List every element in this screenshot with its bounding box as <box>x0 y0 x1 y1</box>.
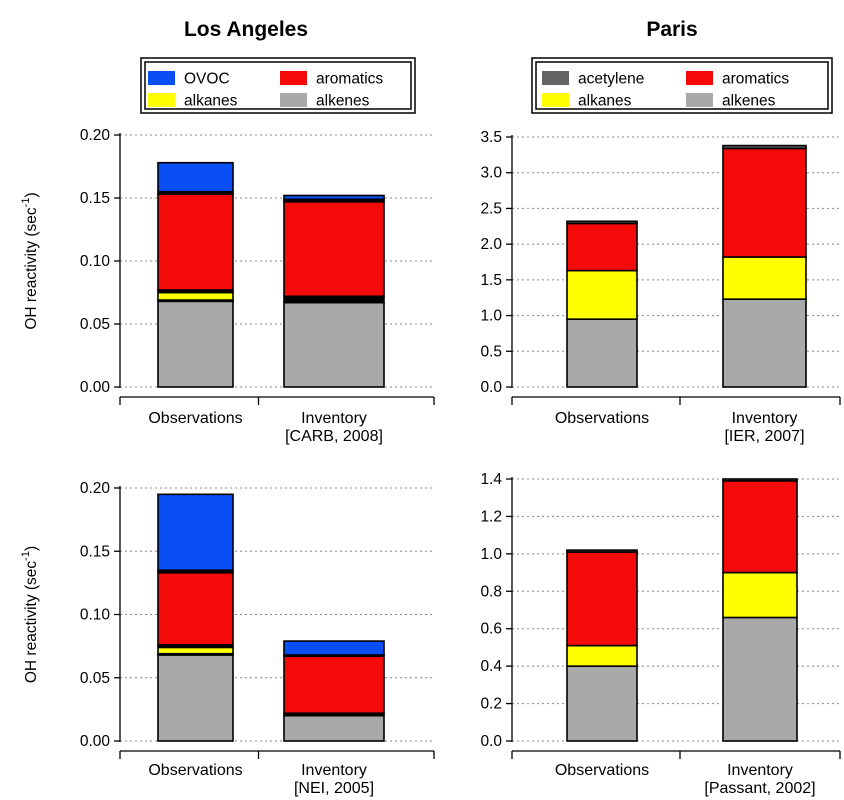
bar-segment-aromatics <box>566 551 638 647</box>
y-tick-label: 1.0 <box>480 308 502 325</box>
y-tick-label: 0.6 <box>480 621 502 638</box>
x-category-label: [CARB, 2008] <box>285 428 383 445</box>
legend-swatch-OVOC <box>148 71 175 85</box>
x-category-label: Inventory <box>732 410 798 427</box>
legend-swatch-alkenes <box>686 93 713 107</box>
bar-segment-alkenes <box>157 300 234 388</box>
bar-segment-alkenes <box>157 654 234 742</box>
y-tick-label: 0.0 <box>480 379 502 396</box>
x-category-label: Observations <box>148 410 242 427</box>
bar-segment-alkenes <box>566 318 638 388</box>
y-tick-label: 0.20 <box>80 480 111 497</box>
legend-swatch-alkanes <box>542 93 569 107</box>
bar-segment-alkenes <box>283 714 385 742</box>
y-tick-label: 0.4 <box>480 658 502 675</box>
bar-segment-alkenes <box>283 301 385 388</box>
bar-segment-alkenes <box>722 298 807 388</box>
y-tick-label: 2.5 <box>480 200 502 217</box>
y-tick-label: 0.0 <box>480 733 502 750</box>
column-title-paris: Paris <box>646 18 697 41</box>
y-tick-label: 0.00 <box>80 379 111 396</box>
y-tick-label: 3.5 <box>480 129 502 146</box>
bar-segment-alkenes <box>566 665 638 742</box>
bar-segment-aromatics <box>157 571 234 646</box>
x-category-label: Observations <box>555 410 649 427</box>
legend-label-alkanes: alkanes <box>184 93 238 110</box>
y-tick-label: 0.8 <box>480 583 502 600</box>
bar-segment-acetylene <box>566 220 638 225</box>
y-tick-label: 0.5 <box>480 343 502 360</box>
y-axis-label: OH reactivity (sec-1) <box>20 192 40 329</box>
x-category-label: Inventory <box>301 762 367 779</box>
bar-segment-OVOC <box>157 161 234 193</box>
y-tick-label: 1.0 <box>480 546 502 563</box>
chart-panel-2: 0.0 0.5 1.0 1.5 2.0 2.5 3.0 3.5 Observations Inve… <box>480 57 841 445</box>
legend: acetylene aromatics alkanes alkenes <box>531 57 833 114</box>
x-category-label: Observations <box>555 762 649 779</box>
y-tick-label: 0.05 <box>80 316 110 333</box>
bar-segment-aromatics <box>283 200 385 298</box>
x-category-label: Inventory <box>301 410 367 427</box>
chart-panel-3: 0.00 0.05 0.10 0.15 0.20 OH reactivity (sec-1… <box>20 480 435 797</box>
bar-segment-alkanes <box>566 269 638 320</box>
y-tick-label: 0.15 <box>80 190 110 207</box>
y-tick-label: 0.15 <box>80 543 110 560</box>
x-category-label: Observations <box>148 762 242 779</box>
y-axis-label: OH reactivity (sec-1) <box>20 546 40 683</box>
legend-frame-inner <box>144 61 412 110</box>
bar-segment-alkanes <box>566 644 638 667</box>
legend-label-alkenes: alkenes <box>316 93 370 110</box>
x-category-label: Inventory <box>727 762 793 779</box>
legend-swatch-alkenes <box>280 93 307 107</box>
y-tick-label: 1.4 <box>480 471 502 488</box>
legend: OVOC aromatics alkanes alkenes <box>140 57 416 114</box>
chart-panel-4: 0.0 0.2 0.4 0.6 0.8 1.0 1.2 1.4 Observations Inve… <box>480 471 841 797</box>
legend-swatch-aromatics <box>686 71 713 85</box>
y-tick-label: 0.05 <box>80 670 110 687</box>
legend-label-acetylene: acetylene <box>578 71 644 88</box>
bar-segment-alkanes <box>722 256 807 300</box>
legend-swatch-acetylene <box>542 71 569 85</box>
bar-segment-OVOC <box>283 194 385 201</box>
bar-segment-OVOC <box>283 640 385 656</box>
legend-label-aromatics: aromatics <box>316 71 383 88</box>
bar-segment-aromatics <box>157 193 234 291</box>
bar-segment-aromatics <box>722 480 798 574</box>
y-tick-label: 0.10 <box>80 607 111 624</box>
legend-swatch-alkanes <box>148 93 175 107</box>
x-category-label: [IER, 2007] <box>724 428 804 445</box>
bar-segment-alkanes <box>157 646 234 655</box>
bar-segment-acetylene <box>566 549 638 553</box>
bar-segment-aromatics <box>283 655 385 714</box>
y-tick-label: 1.2 <box>480 508 502 525</box>
legend-label-alkanes: alkanes <box>578 93 632 110</box>
legend-label-alkenes: alkenes <box>722 93 776 110</box>
y-tick-label: 0.00 <box>80 733 111 750</box>
bar-segment-alkanes <box>157 291 234 301</box>
bar-segment-alkanes <box>722 571 798 619</box>
legend-swatch-aromatics <box>280 71 307 85</box>
x-category-label: [Passant, 2002] <box>704 780 815 797</box>
legend-label-OVOC: OVOC <box>184 71 230 88</box>
y-tick-label: 1.5 <box>480 272 502 289</box>
chart-panel-1: 0.00 0.05 0.10 0.15 0.20 OH reactivity (sec-1… <box>20 57 435 445</box>
column-title-los-angeles: Los Angeles <box>184 18 308 41</box>
y-tick-label: 0.20 <box>80 127 111 144</box>
bar-segment-other <box>283 295 385 304</box>
bar-segment-acetylene <box>722 144 807 150</box>
bar-segment-alkenes <box>722 616 798 742</box>
y-tick-label: 0.10 <box>80 253 111 270</box>
y-tick-label: 2.0 <box>480 236 502 253</box>
bar-segment-OVOC <box>157 493 234 572</box>
legend-label-aromatics: aromatics <box>722 71 789 88</box>
x-category-label: [NEI, 2005] <box>294 780 374 797</box>
bar-segment-aromatics <box>722 147 807 258</box>
bar-segment-aromatics <box>566 222 638 272</box>
y-tick-label: 3.0 <box>480 165 502 182</box>
legend-frame-inner <box>535 61 829 110</box>
y-tick-label: 0.2 <box>480 696 502 713</box>
bar-segment-acetylene <box>722 478 798 482</box>
